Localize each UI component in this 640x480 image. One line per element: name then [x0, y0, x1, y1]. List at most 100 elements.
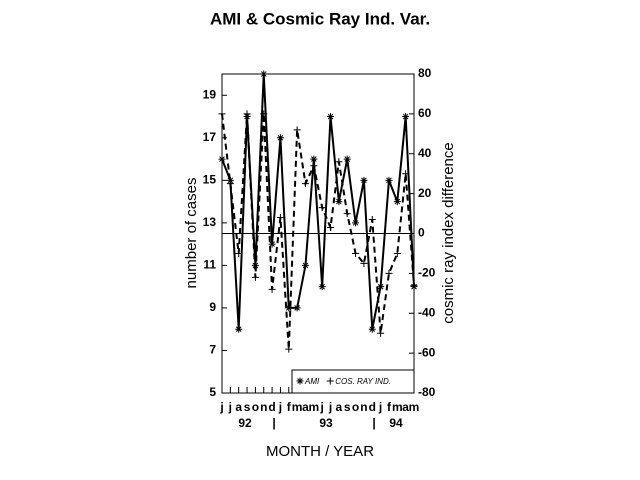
- marker-shape: [393, 249, 401, 257]
- marker-shape: [243, 110, 251, 118]
- marker: [360, 176, 368, 184]
- x-tick-label: d: [268, 400, 275, 414]
- marker: [276, 214, 284, 222]
- marker: [352, 249, 360, 257]
- marker-shape: [285, 345, 293, 353]
- marker-shape: [326, 377, 334, 385]
- year-divider: |: [372, 416, 375, 430]
- y2-tick-label: 20: [418, 186, 432, 200]
- y2-tick-label: -80: [418, 385, 436, 399]
- marker-shape: [268, 285, 276, 293]
- x-tick-label: m: [308, 400, 319, 414]
- marker: [377, 329, 385, 337]
- marker-shape: [327, 113, 335, 121]
- chart-title: AMI & Cosmic Ray Ind. Var.: [210, 9, 430, 28]
- y2-tick-label: 80: [418, 66, 432, 80]
- marker: [226, 180, 234, 188]
- x-tick-label: f: [287, 400, 292, 414]
- marker-shape: [301, 261, 309, 269]
- marker-shape: [352, 219, 360, 227]
- marker: [310, 162, 318, 170]
- x-tick-label: j: [378, 400, 382, 414]
- x-tick-label: j: [328, 400, 332, 414]
- y2-tick-label: 0: [418, 226, 425, 240]
- y-tick-label: 11: [203, 258, 216, 272]
- marker-shape: [402, 113, 410, 121]
- x-tick-label: m: [292, 400, 303, 414]
- y-tick-label: 17: [203, 130, 217, 144]
- series-line: [221, 73, 415, 330]
- marker: [326, 377, 334, 385]
- marker-shape: [393, 198, 401, 206]
- x-axis-label: MONTH / YEAR: [266, 443, 374, 460]
- marker-shape: [368, 216, 376, 224]
- marker-shape: [301, 180, 309, 188]
- y2-tick-label: -40: [418, 305, 436, 319]
- marker: [301, 261, 309, 269]
- marker-shape: [360, 259, 368, 267]
- marker: [327, 113, 335, 121]
- marker-shape: [218, 155, 226, 163]
- y2-tick-label: -60: [418, 345, 436, 359]
- marker: [260, 110, 268, 118]
- series-line: [221, 113, 415, 350]
- marker: [343, 155, 351, 163]
- x-tick-label: a: [235, 400, 242, 414]
- y-tick-label: 7: [209, 343, 216, 357]
- year-label: 92: [238, 416, 252, 430]
- marker-shape: [226, 180, 234, 188]
- marker-shape: [335, 198, 343, 206]
- marker-shape: [377, 329, 385, 337]
- marker: [235, 249, 243, 257]
- marker-shape: [318, 283, 326, 291]
- x-tick-label: f: [387, 400, 392, 414]
- marker-shape: [296, 377, 304, 385]
- marker-shape: [260, 110, 268, 118]
- marker: [368, 216, 376, 224]
- x-tick-label: j: [278, 400, 282, 414]
- marker-shape: [360, 176, 368, 184]
- marker-shape: [343, 155, 351, 163]
- legend-box: [291, 369, 415, 394]
- x-tick-label: s: [344, 400, 351, 414]
- marker: [402, 170, 410, 178]
- marker-shape: [352, 249, 360, 257]
- marker: [243, 110, 251, 118]
- marker-shape: [310, 162, 318, 170]
- marker-shape: [251, 273, 259, 281]
- marker: [293, 304, 301, 312]
- marker-shape: [235, 325, 243, 333]
- y-tick-label: 13: [203, 215, 217, 229]
- y-tick-label: 5: [209, 385, 216, 399]
- x-tick-label: n: [360, 400, 367, 414]
- x-tick-label: m: [392, 400, 403, 414]
- x-tick-label: a: [302, 400, 309, 414]
- marker-shape: [310, 155, 318, 163]
- marker: [335, 158, 343, 166]
- marker-shape: [293, 126, 301, 134]
- marker-shape: [327, 224, 335, 232]
- marker: [268, 285, 276, 293]
- marker: [260, 70, 268, 78]
- y2-tick-label: 40: [418, 146, 432, 160]
- legend-label: AMI: [304, 377, 320, 386]
- marker-shape: [276, 134, 284, 142]
- x-tick-label: s: [244, 400, 251, 414]
- year-label: 93: [319, 416, 333, 430]
- legend-label: COS. RAY IND.: [335, 377, 391, 386]
- marker-shape: [285, 304, 293, 312]
- marker: [410, 281, 418, 289]
- marker: [285, 304, 293, 312]
- marker: [385, 269, 393, 277]
- x-tick-label: m: [409, 400, 420, 414]
- marker-shape: [293, 304, 301, 312]
- marker: [393, 249, 401, 257]
- x-tick-label: n: [260, 400, 267, 414]
- marker: [343, 210, 351, 218]
- x-tick-label: d: [369, 400, 376, 414]
- y-axis-label: number of cases: [183, 178, 200, 289]
- x-tick-label: o: [252, 400, 259, 414]
- marker: [218, 110, 226, 118]
- y2-tick-label: -20: [418, 266, 436, 280]
